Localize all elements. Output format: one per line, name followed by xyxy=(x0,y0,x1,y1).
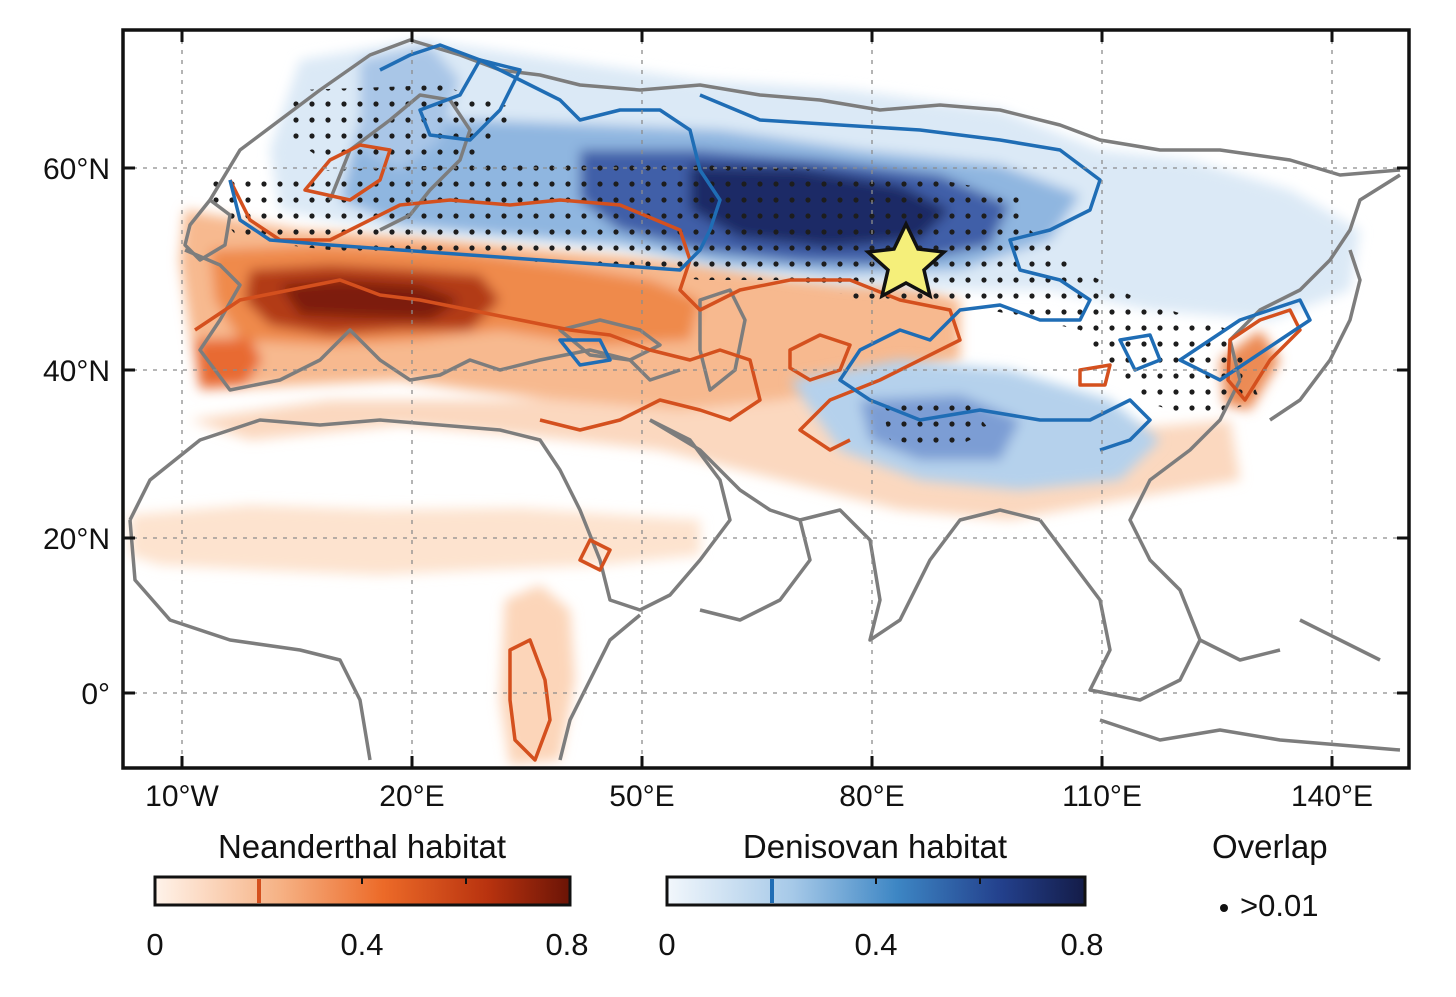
coastline-british-isles xyxy=(183,198,232,262)
neanderthal-tick-label: 0.8 xyxy=(545,927,588,962)
denisovan-tick-label: 0 xyxy=(658,927,675,962)
y-tick-label: 40°N xyxy=(43,355,110,388)
legend-neanderthal-title: Neanderthal habitat xyxy=(218,828,506,865)
coastline-japan xyxy=(1269,249,1362,422)
denisovan-contour xyxy=(228,43,1312,452)
map-area xyxy=(121,28,1411,770)
neanderthal-tick-label: 0.4 xyxy=(340,927,383,962)
neanderthal-east-africa xyxy=(500,585,575,765)
y-tick-label: 60°N xyxy=(43,153,110,186)
star-icon xyxy=(863,219,949,300)
legend-neanderthal: Neanderthal habitat 0 0.4 0.8 xyxy=(146,828,588,962)
y-tick-label: 0° xyxy=(81,678,110,711)
y-axis-labels: 60°N 40°N 20°N 0° xyxy=(43,153,110,711)
overlap-dots-layer xyxy=(210,85,1260,450)
axis-ticks xyxy=(123,30,1409,768)
neanderthal-contour xyxy=(194,143,1302,762)
legend-overlap-label: >0.01 xyxy=(1240,888,1318,923)
x-tick-label: 10°W xyxy=(145,780,219,813)
denisovan-tick-label: 0.8 xyxy=(1060,927,1103,962)
overlap-region-main xyxy=(210,160,1260,420)
legend-overlap-title: Overlap xyxy=(1212,828,1328,865)
neanderthal-tick-label: 0 xyxy=(146,927,163,962)
x-tick-label: 80°E xyxy=(839,780,904,813)
legend-denisovan: Denisovan habitat 0 0.4 0.8 xyxy=(658,828,1103,962)
x-axis-labels: 10°W 20°E 50°E 80°E 110°E 140°E xyxy=(145,780,1373,813)
overlap-region-tibet xyxy=(880,395,990,450)
denisovan-tick-label: 0.4 xyxy=(854,927,897,962)
map-frame xyxy=(121,28,1411,770)
coastline-iberia-med xyxy=(184,248,681,392)
gridlines xyxy=(123,30,1409,768)
neanderthal-habitat-layer xyxy=(130,210,1280,765)
overlap-dot-icon xyxy=(1220,904,1228,912)
y-tick-label: 20°N xyxy=(43,523,110,556)
x-tick-label: 140°E xyxy=(1291,780,1373,813)
overlap-region-north xyxy=(280,85,520,165)
coastline-north-africa xyxy=(128,418,732,612)
x-tick-label: 110°E xyxy=(1062,780,1142,813)
neanderthal-sahara-band xyxy=(130,505,700,575)
coastline-europe-north xyxy=(208,38,1401,201)
neanderthal-peak xyxy=(280,280,460,320)
neanderthal-iberia xyxy=(195,338,262,388)
legend-denisovan-title: Denisovan habitat xyxy=(743,828,1007,865)
x-tick-label: 20°E xyxy=(379,780,444,813)
coastline-india xyxy=(799,508,1041,642)
coastline-east-africa xyxy=(558,613,642,761)
legend-overlap: Overlap >0.01 xyxy=(1212,828,1328,923)
coastline-indonesia xyxy=(1099,618,1401,752)
coastlines xyxy=(128,38,1401,761)
x-tick-label: 50°E xyxy=(609,780,674,813)
